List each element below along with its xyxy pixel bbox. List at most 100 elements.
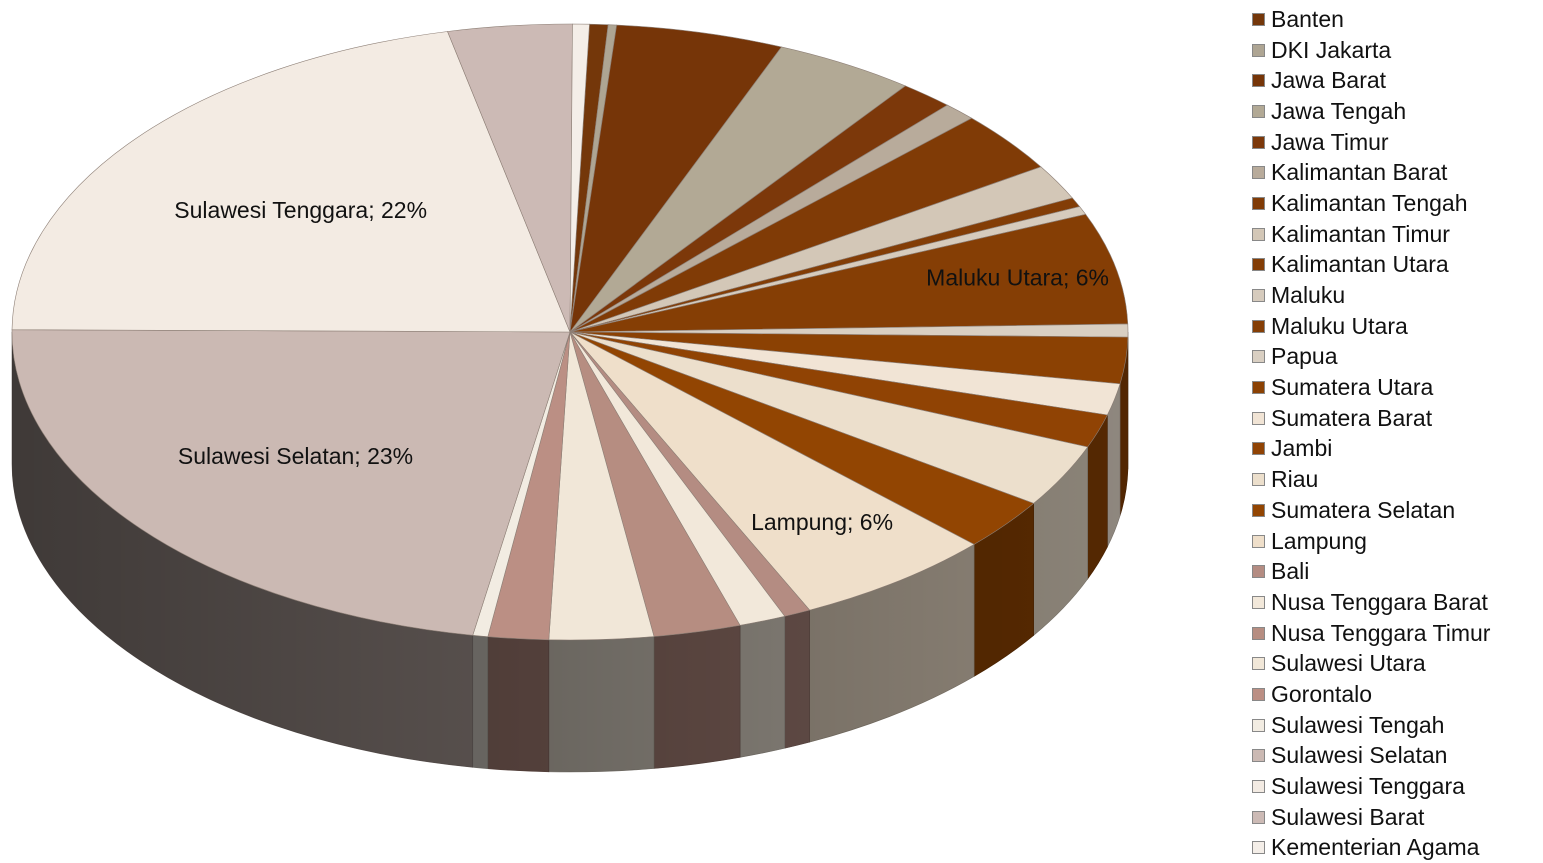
legend-swatch bbox=[1252, 626, 1265, 640]
legend-item-papua: Papua bbox=[1252, 342, 1490, 373]
legend-swatch bbox=[1252, 841, 1265, 855]
legend-label: Nusa Tenggara Timur bbox=[1271, 619, 1491, 646]
legend-label: Sumatera Utara bbox=[1271, 374, 1434, 401]
legend-item-sulawesi-selatan: Sulawesi Selatan bbox=[1252, 741, 1490, 772]
legend-label: DKI Jakarta bbox=[1271, 36, 1392, 63]
legend-item-sumatera-barat: Sumatera Barat bbox=[1252, 403, 1490, 434]
legend-label: Maluku Utara bbox=[1271, 312, 1408, 339]
data-label-lampung: Lampung; 6% bbox=[751, 509, 893, 535]
data-label-sulawesi-tenggara: Sulawesi Tenggara; 22% bbox=[174, 197, 427, 223]
legend-label: Sulawesi Selatan bbox=[1271, 742, 1448, 769]
legend-label: Jambi bbox=[1271, 435, 1333, 462]
legend-item-sulawesi-tengah: Sulawesi Tengah bbox=[1252, 710, 1490, 741]
legend-label: Gorontalo bbox=[1271, 680, 1373, 707]
legend-label: Sumatera Selatan bbox=[1271, 496, 1456, 523]
pie-slices bbox=[11, 23, 1129, 641]
legend-item-nusa-tenggara-timur: Nusa Tenggara Timur bbox=[1252, 618, 1490, 649]
legend-item-sulawesi-utara: Sulawesi Utara bbox=[1252, 648, 1490, 679]
legend-swatch bbox=[1252, 43, 1265, 57]
legend-item-jawa-timur: Jawa Timur bbox=[1252, 127, 1490, 158]
pie-slice-kementerian-agama bbox=[569, 23, 590, 333]
legend-swatch bbox=[1252, 258, 1265, 272]
legend-label: Jawa Timur bbox=[1271, 128, 1389, 155]
legend-swatch bbox=[1252, 135, 1265, 149]
pie-slice-maluku-utara bbox=[569, 213, 1129, 333]
legend-swatch bbox=[1252, 718, 1265, 732]
legend-swatch bbox=[1252, 473, 1265, 487]
legend-swatch bbox=[1252, 810, 1265, 824]
pie-data-labels: Sulawesi Tenggara; 22% Sulawesi Selatan; … bbox=[174, 197, 1109, 535]
legend-label: Kementerian Agama bbox=[1271, 834, 1480, 861]
legend-swatch bbox=[1252, 12, 1265, 26]
legend-label: Papua bbox=[1271, 343, 1338, 370]
legend-swatch bbox=[1252, 565, 1265, 579]
legend-swatch bbox=[1252, 442, 1265, 456]
legend-label: Sumatera Barat bbox=[1271, 404, 1433, 431]
legend-item-kalimantan-utara: Kalimantan Utara bbox=[1252, 250, 1490, 281]
legend-swatch bbox=[1252, 381, 1265, 395]
legend-label: Riau bbox=[1271, 466, 1319, 493]
legend-swatch bbox=[1252, 104, 1265, 118]
legend-label: Sulawesi Tengah bbox=[1271, 711, 1445, 738]
pie-sides bbox=[11, 331, 1129, 773]
legend-label: Maluku bbox=[1271, 282, 1346, 309]
legend-label: Kalimantan Utara bbox=[1271, 251, 1449, 278]
legend-item-jawa-tengah: Jawa Tengah bbox=[1252, 96, 1490, 127]
data-label-maluku-utara: Maluku Utara; 6% bbox=[926, 265, 1109, 291]
legend-label: Kalimantan Tengah bbox=[1271, 189, 1468, 216]
legend-item-jawa-barat: Jawa Barat bbox=[1252, 65, 1490, 96]
legend-label: Sulawesi Utara bbox=[1271, 650, 1426, 677]
legend-label: Bali bbox=[1271, 558, 1310, 585]
legend-item-kalimantan-timur: Kalimantan Timur bbox=[1252, 219, 1490, 250]
legend-item-banten: Banten bbox=[1252, 4, 1490, 35]
pie-side-shading bbox=[12, 332, 1128, 772]
legend-item-lampung: Lampung bbox=[1252, 526, 1490, 557]
legend-item-dki-jakarta: DKI Jakarta bbox=[1252, 35, 1490, 66]
legend-item-maluku: Maluku bbox=[1252, 280, 1490, 311]
pie-slice-jawa-barat bbox=[569, 24, 782, 333]
legend-item-nusa-tenggara-barat: Nusa Tenggara Barat bbox=[1252, 587, 1490, 618]
legend-swatch bbox=[1252, 350, 1265, 364]
legend-item-sumatera-utara: Sumatera Utara bbox=[1252, 372, 1490, 403]
legend-swatch bbox=[1252, 227, 1265, 241]
legend-label: Jawa Tengah bbox=[1271, 97, 1407, 124]
legend-item-bali: Bali bbox=[1252, 556, 1490, 587]
pie-slice-sulawesi-tenggara bbox=[11, 31, 571, 333]
data-label-sulawesi-selatan: Sulawesi Selatan; 23% bbox=[178, 443, 413, 469]
legend-label: Sulawesi Barat bbox=[1271, 803, 1425, 830]
legend-swatch bbox=[1252, 196, 1265, 210]
pie-slice-lampung bbox=[569, 331, 975, 611]
legend-label: Kalimantan Barat bbox=[1271, 159, 1448, 186]
legend-label: Banten bbox=[1271, 5, 1344, 32]
legend-item-gorontalo: Gorontalo bbox=[1252, 679, 1490, 710]
legend-item-kementerian-agama: Kementerian Agama bbox=[1252, 833, 1490, 863]
legend-swatch bbox=[1252, 74, 1265, 88]
legend-item-sumatera-selatan: Sumatera Selatan bbox=[1252, 495, 1490, 526]
legend-label: Nusa Tenggara Barat bbox=[1271, 588, 1488, 615]
legend-swatch bbox=[1252, 534, 1265, 548]
pie-slice-sulawesi-selatan bbox=[11, 329, 571, 636]
legend-swatch bbox=[1252, 319, 1265, 333]
legend-label: Sulawesi Tenggara bbox=[1271, 773, 1465, 800]
legend-swatch bbox=[1252, 411, 1265, 425]
legend-swatch bbox=[1252, 687, 1265, 701]
legend-swatch bbox=[1252, 595, 1265, 609]
legend-item-maluku-utara: Maluku Utara bbox=[1252, 311, 1490, 342]
legend-item-kalimantan-tengah: Kalimantan Tengah bbox=[1252, 188, 1490, 219]
legend-label: Kalimantan Timur bbox=[1271, 220, 1450, 247]
legend-item-kalimantan-barat: Kalimantan Barat bbox=[1252, 157, 1490, 188]
legend-label: Jawa Barat bbox=[1271, 67, 1387, 94]
legend-item-sulawesi-tenggara: Sulawesi Tenggara bbox=[1252, 771, 1490, 802]
legend-swatch bbox=[1252, 657, 1265, 671]
legend-swatch bbox=[1252, 166, 1265, 180]
legend-swatch bbox=[1252, 749, 1265, 763]
legend-swatch bbox=[1252, 289, 1265, 303]
legend-swatch bbox=[1252, 503, 1265, 517]
legend-item-sulawesi-barat: Sulawesi Barat bbox=[1252, 802, 1490, 833]
legend-item-riau: Riau bbox=[1252, 464, 1490, 495]
legend: Banten DKI Jakarta Jawa Barat Jawa Tengah Ja… bbox=[1252, 4, 1490, 863]
legend-swatch bbox=[1252, 780, 1265, 794]
legend-label: Lampung bbox=[1271, 527, 1367, 554]
legend-item-jambi: Jambi bbox=[1252, 434, 1490, 465]
